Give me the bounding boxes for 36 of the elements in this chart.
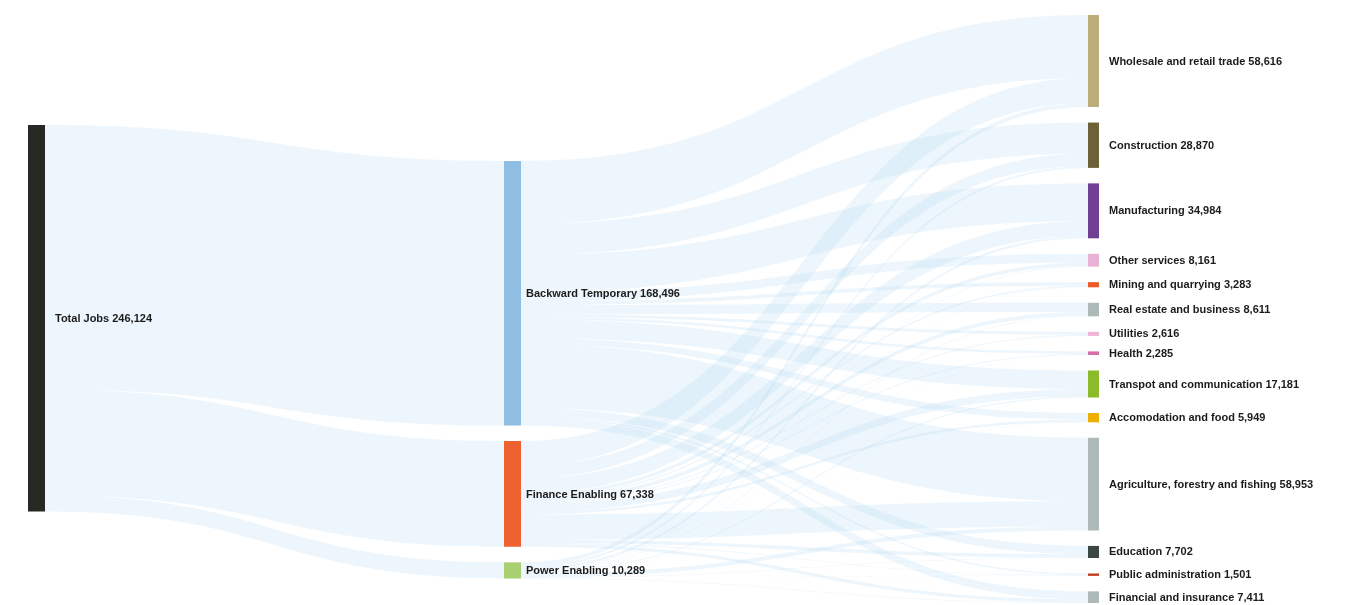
data-label: 17,181 — [1265, 377, 1300, 390]
data-label: 1,501 — [1223, 568, 1252, 581]
data-label: 8,161 — [1188, 253, 1217, 266]
data-label: 58,616 — [1248, 54, 1283, 67]
data-label: 2,616 — [1151, 327, 1180, 340]
category-label: Public administration — [1109, 568, 1222, 581]
category-label: Health — [1109, 346, 1143, 359]
category-label: Backward Temporary — [526, 286, 638, 299]
category-label: Power Enabling — [526, 563, 609, 576]
data-label: 7,702 — [1165, 545, 1193, 558]
data-label: 3,283 — [1223, 278, 1252, 291]
data-label: 67,338 — [620, 487, 654, 500]
data-label: 28,870 — [1180, 138, 1215, 151]
category-label: Wholesale and retail trade — [1109, 54, 1246, 67]
category-label: Financial and insurance — [1109, 590, 1235, 603]
category-label: Transpot and communication — [1109, 377, 1263, 390]
category-label: Agriculture, forestry and fishing — [1109, 477, 1277, 490]
data-label: 58,953 — [1279, 477, 1314, 490]
data-label: 5,949 — [1237, 411, 1266, 424]
data-label: 10,289 — [611, 563, 646, 576]
data-label: 168,496 — [640, 286, 680, 299]
category-label: Mining and quarrying — [1109, 278, 1221, 291]
category-label: Accomodation and food — [1109, 411, 1235, 424]
data-label: 2,285 — [1145, 346, 1174, 359]
category-label: Manufacturing — [1109, 204, 1185, 217]
category-label: Construction — [1109, 138, 1178, 151]
data-label: 34,984 — [1187, 204, 1223, 217]
category-label: Total Jobs — [55, 311, 110, 324]
category-label: Education — [1109, 545, 1163, 558]
category-label: Utilities — [1109, 327, 1149, 340]
data-label: 7,411 — [1237, 590, 1265, 603]
category-label: Finance Enabling — [526, 487, 618, 500]
category-label: Real estate and business — [1109, 303, 1241, 316]
data-label: 246,124 — [112, 311, 153, 324]
data-label: 8,611 — [1243, 303, 1271, 316]
category-label: Other services — [1109, 253, 1186, 266]
